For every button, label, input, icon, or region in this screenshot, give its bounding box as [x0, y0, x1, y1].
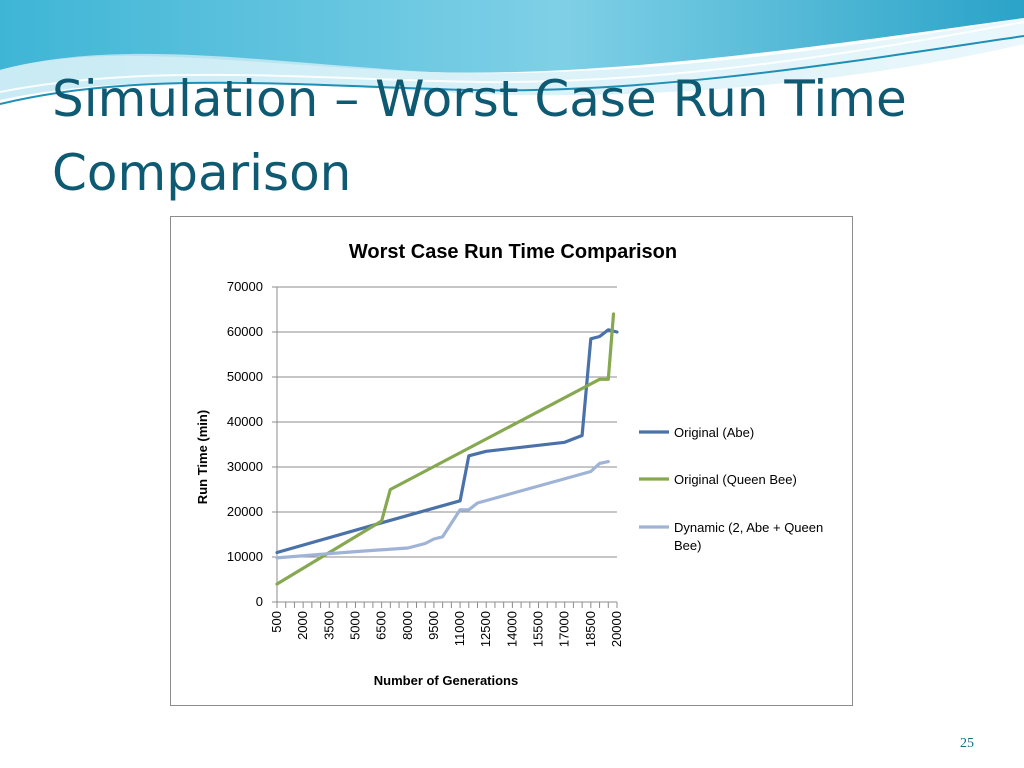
x-tick-label: 8000 [400, 611, 415, 640]
y-tick-label: 50000 [227, 369, 263, 384]
page-number: 25 [960, 736, 974, 751]
legend-label-2: Original (Queen Bee) [674, 472, 797, 487]
x-axis-label: Number of Generations [374, 673, 518, 688]
chart-frame: Worst Case Run Time Comparison Run Time … [170, 216, 853, 706]
series-line-3 [275, 460, 610, 560]
y-tick-label: 60000 [227, 324, 263, 339]
x-tick-label: 14000 [504, 611, 519, 647]
series-lines [275, 312, 619, 586]
chart-title: Worst Case Run Time Comparison [349, 241, 677, 263]
legend-label-1: Original (Abe) [674, 425, 754, 440]
y-tick-label: 30000 [227, 459, 263, 474]
x-tick-label: 20000 [609, 611, 624, 647]
y-tick-label: 40000 [227, 414, 263, 429]
x-tick-label: 5000 [347, 611, 362, 640]
legend: Original (Abe) Original (Queen Bee) Dynami… [639, 425, 823, 553]
axes: 0 10000 20000 30000 40000 50000 60000 70000 500 2… [227, 279, 624, 647]
x-tick-label: 12500 [478, 611, 493, 647]
grid-lines [272, 286, 617, 603]
x-tick-label: 9500 [426, 611, 441, 640]
x-tick-label: 500 [269, 611, 284, 633]
x-tick-label: 11000 [452, 611, 467, 646]
series-line-1 [275, 328, 619, 555]
slide-title: Simulation – Worst Case Run Time Compari… [52, 70, 907, 202]
series-line-2 [275, 312, 616, 586]
x-tick-label: 3500 [321, 611, 336, 640]
x-tick-label: 2000 [295, 611, 310, 640]
y-tick-label: 10000 [227, 549, 263, 564]
y-tick-label: 70000 [227, 279, 263, 294]
y-axis-label: Run Time (min) [195, 410, 210, 504]
line-chart: Worst Case Run Time Comparison Run Time … [195, 241, 823, 688]
legend-label-3: Dynamic (2, Abe + Queen Bee) [674, 520, 823, 553]
x-tick-label: 18500 [583, 611, 598, 647]
y-tick-label: 20000 [227, 504, 263, 519]
x-tick-label: 15500 [531, 611, 546, 647]
x-tick-label: 6500 [374, 611, 389, 640]
y-tick-label: 0 [256, 594, 263, 609]
x-tick-label: 17000 [557, 611, 572, 647]
